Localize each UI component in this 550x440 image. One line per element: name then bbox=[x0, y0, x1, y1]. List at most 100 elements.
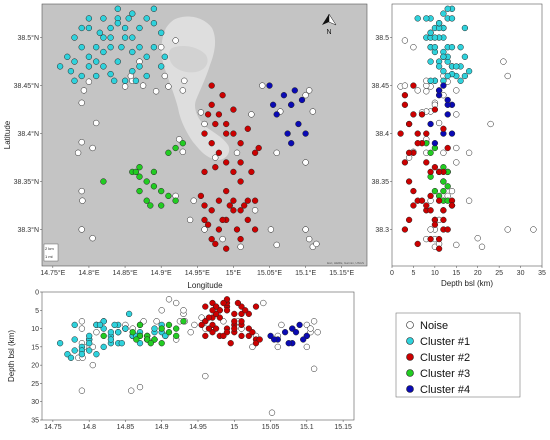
map-point-cluster2 bbox=[223, 159, 230, 166]
depth-latitude-point-cluster2 bbox=[423, 202, 430, 209]
map-point-cluster1 bbox=[121, 77, 129, 84]
x-tick-label: 14.75 bbox=[44, 424, 62, 431]
depth-latitude-point-cluster2 bbox=[444, 144, 451, 152]
map-point-cluster2 bbox=[197, 192, 205, 200]
y-tick-label: 5 bbox=[35, 308, 39, 315]
depth-longitude-point-cluster3 bbox=[158, 340, 165, 347]
depth-longitude-point-cluster1 bbox=[71, 336, 78, 343]
map-point-cluster1 bbox=[121, 24, 129, 32]
map-point-cluster2 bbox=[233, 226, 241, 233]
depth-latitude-point-cluster2 bbox=[435, 197, 443, 204]
map-point-cluster1 bbox=[78, 24, 85, 32]
map-point-noise bbox=[201, 226, 208, 233]
depth-longitude-points bbox=[56, 296, 321, 416]
map-point-noise bbox=[197, 109, 205, 116]
map-point-noise bbox=[306, 235, 313, 243]
map-point-cluster1 bbox=[150, 20, 158, 27]
map-point-noise bbox=[306, 87, 313, 94]
map-point-cluster3 bbox=[179, 140, 186, 147]
depth-longitude-point-cluster2 bbox=[227, 340, 234, 347]
depth-latitude-point-cluster2 bbox=[440, 216, 447, 224]
depth-longitude-point-noise bbox=[158, 307, 165, 314]
map-point-cluster3 bbox=[158, 187, 165, 195]
depth-latitude-point-cluster2 bbox=[431, 106, 439, 113]
depth-longitude-point-noise bbox=[310, 365, 318, 372]
depth-latitude-point-noise bbox=[474, 235, 481, 242]
map-x-ticks: 14.75°E 14.8°E 14.85°E 14.9°E 14.95°E 15°E 15.… bbox=[40, 266, 355, 277]
map-point-noise bbox=[186, 216, 194, 224]
depth-longitude-point-noise bbox=[202, 372, 209, 380]
depth-latitude-point-cluster1 bbox=[440, 53, 447, 60]
x-tick-label: 15 bbox=[230, 424, 238, 431]
x-tick-label: 14.9°E bbox=[151, 269, 172, 277]
map-point-cluster1 bbox=[85, 15, 93, 22]
depth-longitude-point-cluster2 bbox=[198, 321, 205, 329]
map-point-cluster1 bbox=[114, 5, 121, 12]
depth-longitude-point-cluster3 bbox=[180, 318, 187, 325]
map-point-cluster1 bbox=[93, 58, 100, 65]
depth-longitude-point-cluster1 bbox=[86, 332, 93, 340]
map-point-cluster1 bbox=[161, 53, 168, 60]
depth-latitude-point-noise bbox=[453, 111, 460, 118]
map-point-cluster4 bbox=[295, 120, 302, 128]
map-y-ticks: 38.3°N 38.35°N 38.4°N 38.45°N 38.5°N bbox=[14, 34, 42, 234]
map-point-cluster2 bbox=[223, 120, 230, 128]
depth-longitude-point-noise bbox=[78, 387, 86, 394]
depth-latitude-point-cluster4 bbox=[440, 82, 447, 89]
depth-longitude-point-cluster3 bbox=[147, 340, 154, 347]
depth-latitude-point-noise bbox=[487, 120, 494, 128]
x-tick-label: 15.1 bbox=[300, 424, 314, 431]
depth-latitude-point-cluster4 bbox=[448, 130, 456, 137]
map-point-noise bbox=[267, 226, 275, 233]
map-point-noise bbox=[89, 235, 96, 242]
depth-longitude-point-noise bbox=[93, 329, 100, 336]
depth-longitude-point-cluster2 bbox=[216, 314, 223, 321]
map-point-noise bbox=[248, 111, 255, 118]
map-point-noise bbox=[179, 87, 186, 94]
x-tick-label: 14.95 bbox=[189, 424, 207, 431]
map-point-cluster2 bbox=[237, 207, 244, 214]
y-tick-label: 38.45°N bbox=[14, 82, 39, 90]
scale-mi-label: 1 mi bbox=[45, 254, 53, 259]
map-point-noise bbox=[165, 83, 172, 90]
depth-latitude-point-cluster2 bbox=[444, 226, 451, 233]
map-point-noise bbox=[237, 243, 244, 250]
depth-longitude-point-cluster4 bbox=[296, 321, 303, 329]
depth-latitude-point-cluster4 bbox=[435, 87, 443, 94]
map-point-noise bbox=[121, 83, 129, 90]
depth-longitude-x-ticks: 14.75 14.8 14.85 14.9 14.95 15 15.05 15.1 15.15 bbox=[44, 420, 352, 431]
depth-longitude-point-noise bbox=[198, 314, 205, 321]
depth-latitude-point-cluster2 bbox=[401, 92, 409, 99]
depth-latitude-point-cluster2 bbox=[448, 202, 456, 209]
x-tick-label: 35 bbox=[538, 270, 546, 277]
map-point-cluster4 bbox=[288, 101, 295, 108]
depth-longitude-point-cluster2 bbox=[252, 303, 260, 310]
map-point-cluster2 bbox=[223, 130, 230, 137]
depth-longitude-point-cluster1 bbox=[100, 343, 107, 351]
x-tick-label: 15.05°E bbox=[257, 269, 282, 277]
depth-latitude-point-cluster1 bbox=[461, 72, 469, 80]
y-tick-label: 30 bbox=[31, 399, 39, 406]
map-point-cluster2 bbox=[215, 149, 223, 156]
map-point-cluster1 bbox=[125, 15, 132, 22]
map-point-cluster1 bbox=[111, 77, 118, 84]
depth-latitude-point-noise bbox=[448, 187, 456, 195]
depth-longitude-point-cluster1 bbox=[107, 329, 115, 336]
depth-latitude-point-cluster2 bbox=[435, 168, 443, 176]
depth-latitude-point-cluster1 bbox=[444, 72, 451, 80]
depth-latitude-point-cluster2 bbox=[401, 226, 409, 233]
map-point-cluster1 bbox=[136, 63, 143, 70]
map-point-cluster1 bbox=[85, 63, 93, 70]
y-tick-label: 35 bbox=[31, 418, 39, 425]
map-point-noise bbox=[273, 241, 280, 249]
depth-latitude-point-cluster2 bbox=[401, 159, 409, 166]
x-tick-label: 14.8 bbox=[82, 424, 96, 431]
legend-label-cluster2: Cluster #2 bbox=[420, 352, 470, 364]
legend-label-cluster3: Cluster #3 bbox=[420, 368, 470, 380]
depth-longitude-point-cluster3 bbox=[133, 336, 140, 343]
x-tick-label: 14.85 bbox=[117, 424, 135, 431]
map-point-cluster2 bbox=[219, 92, 226, 99]
depth-longitude-point-noise bbox=[165, 296, 173, 303]
map-point-noise bbox=[152, 88, 160, 95]
